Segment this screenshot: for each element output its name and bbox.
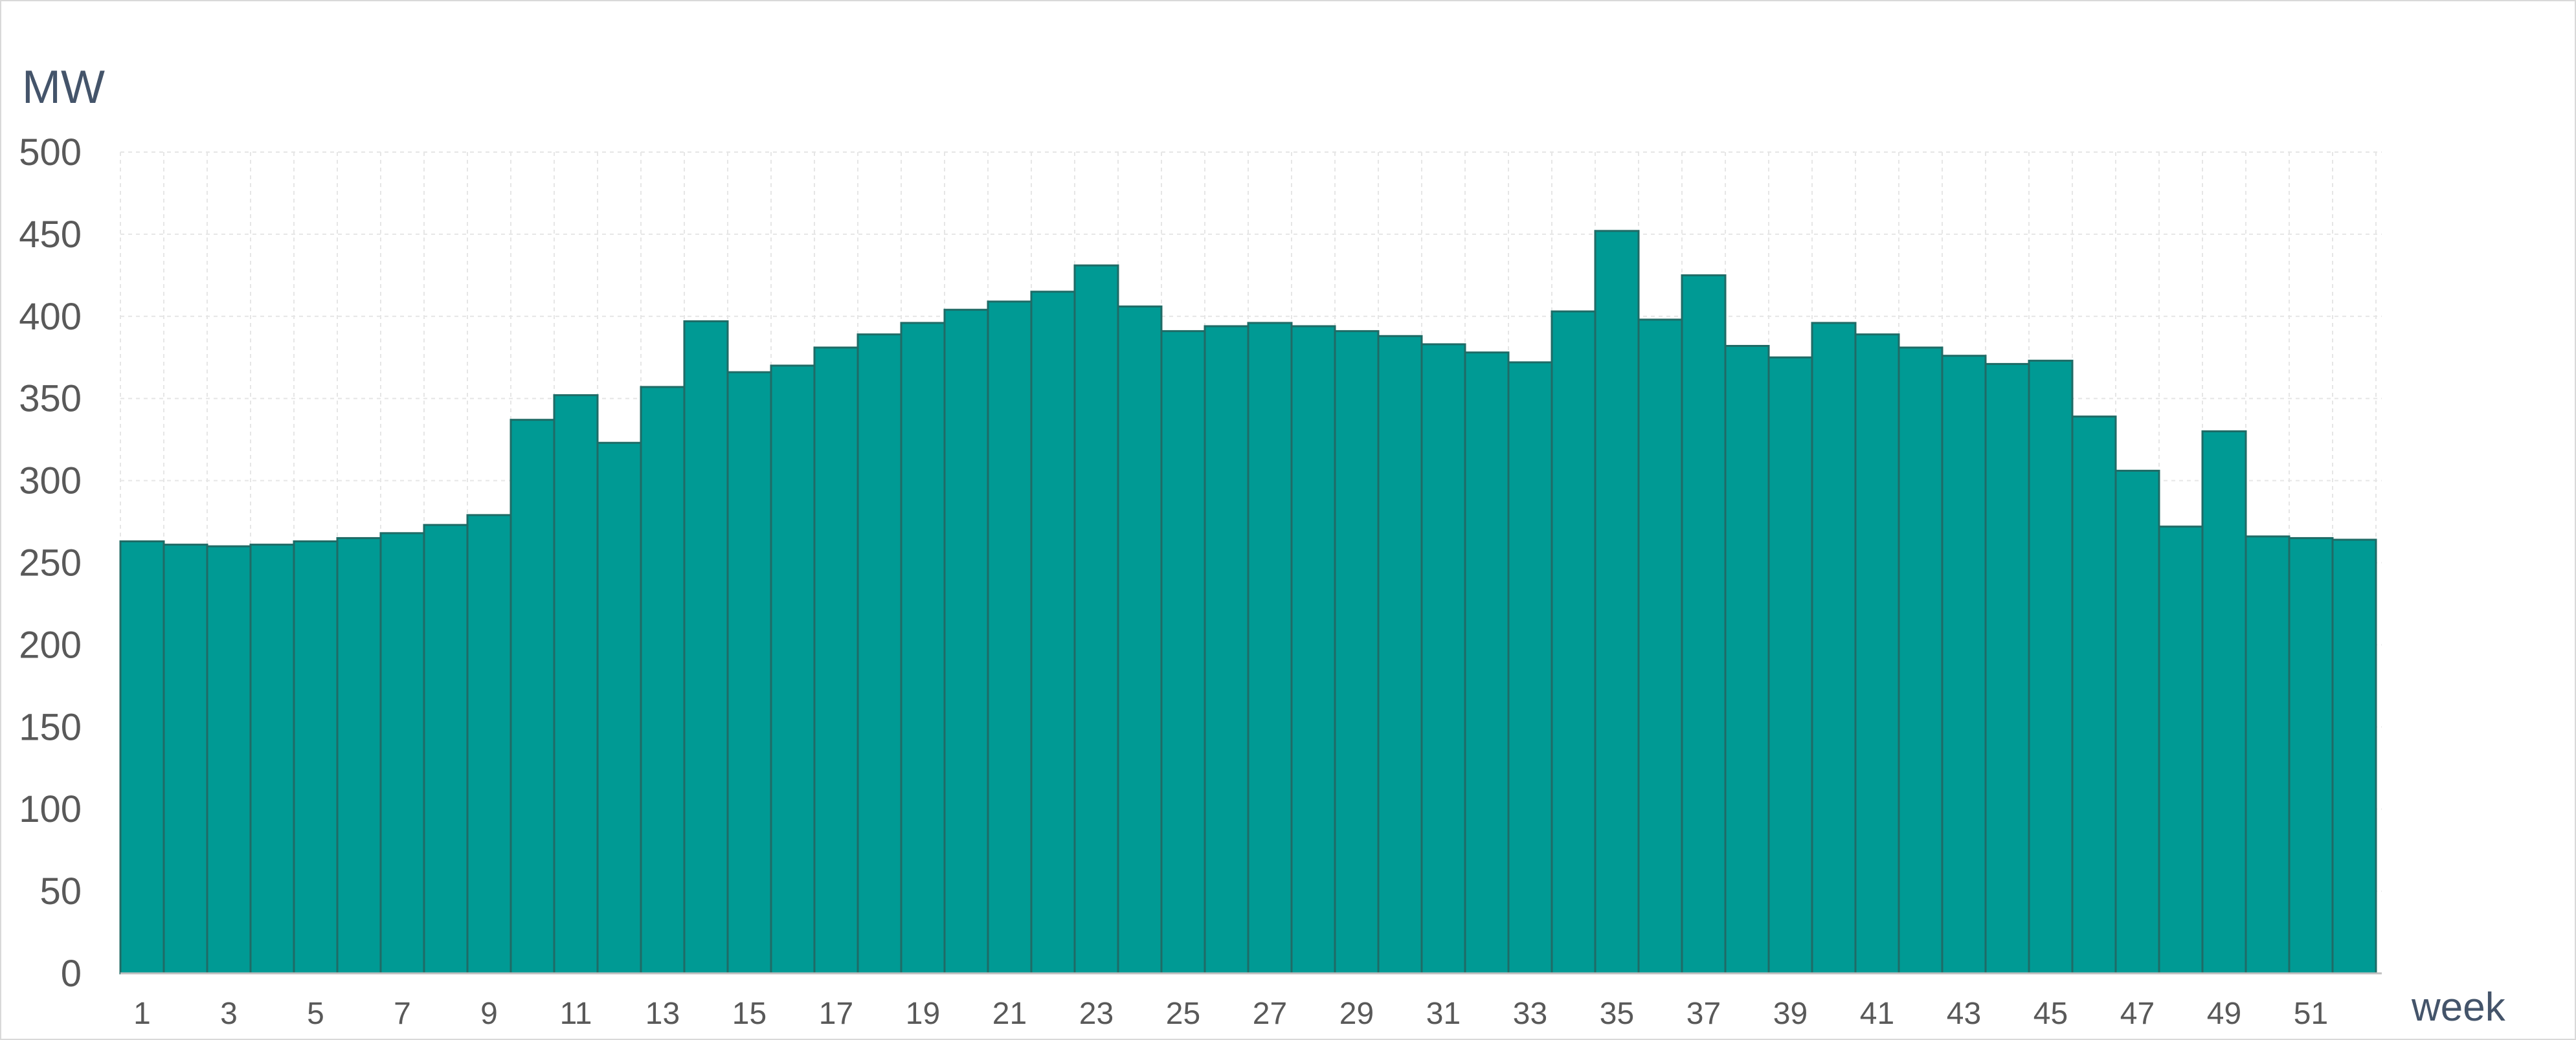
bar-week-34 — [1551, 310, 1596, 975]
y-tick-label: 500 — [19, 131, 82, 173]
x-tick-label: 37 — [1686, 997, 1721, 1031]
x-axis-title: week — [2411, 985, 2506, 1030]
bar-week-52 — [2331, 538, 2377, 975]
bar-week-19 — [900, 322, 946, 975]
x-tick-label: 19 — [906, 997, 940, 1031]
bar-week-16 — [770, 364, 816, 975]
bar-week-45 — [2028, 359, 2074, 975]
bar-week-49 — [2201, 430, 2247, 975]
x-tick-label: 13 — [645, 997, 680, 1031]
y-tick-label: 400 — [19, 296, 82, 338]
bars — [119, 230, 2377, 975]
x-tick-label: 35 — [1600, 997, 1634, 1031]
bar-week-27 — [1247, 322, 1293, 975]
bar-week-11 — [553, 394, 599, 975]
x-tick-label: 27 — [1253, 997, 1287, 1031]
y-tick-label: 0 — [61, 953, 82, 995]
x-tick-label: 25 — [1166, 997, 1200, 1031]
y-tick-label: 250 — [19, 542, 82, 584]
bar-week-51 — [2288, 537, 2334, 975]
bar-week-10 — [510, 419, 555, 975]
y-tick-label: 200 — [19, 624, 82, 666]
x-tick-label: 49 — [2207, 997, 2241, 1031]
bar-week-40 — [1811, 322, 1857, 975]
y-tick-label: 50 — [39, 870, 82, 913]
bar-week-9 — [466, 514, 512, 975]
bar-week-35 — [1594, 230, 1640, 975]
bar-week-18 — [857, 333, 902, 975]
bar-week-12 — [596, 441, 642, 975]
x-tick-label: 9 — [480, 997, 498, 1031]
bar-week-48 — [2158, 526, 2204, 975]
bar-week-30 — [1377, 335, 1423, 975]
bar-week-38 — [1724, 344, 1770, 975]
x-tick-label: 31 — [1426, 997, 1461, 1031]
y-tick-label: 450 — [19, 214, 82, 256]
y-tick-label: 150 — [19, 706, 82, 748]
x-tick-label: 7 — [394, 997, 411, 1031]
bar-week-31 — [1420, 343, 1466, 975]
bar-week-32 — [1464, 351, 1510, 975]
bar-week-39 — [1767, 356, 1813, 975]
bar-week-37 — [1681, 274, 1727, 975]
bar-week-26 — [1204, 325, 1249, 975]
x-tick-label: 5 — [307, 997, 324, 1031]
bar-week-5 — [293, 540, 339, 975]
bar-week-23 — [1073, 264, 1119, 975]
bar-week-47 — [2114, 469, 2160, 975]
y-tick-label: 300 — [19, 460, 82, 502]
bar-week-29 — [1334, 330, 1380, 975]
bar-week-21 — [987, 300, 1033, 975]
bar-week-22 — [1030, 291, 1076, 975]
y-tick-label: 100 — [19, 788, 82, 830]
x-tick-label: 51 — [2294, 997, 2328, 1031]
bar-week-46 — [2071, 415, 2117, 975]
bar-week-13 — [640, 386, 686, 975]
bar-week-14 — [683, 320, 729, 975]
bar-week-17 — [813, 346, 859, 975]
x-tick-label: 43 — [1947, 997, 1981, 1031]
bar-week-6 — [336, 537, 382, 975]
bar-week-4 — [249, 544, 295, 975]
bar-week-20 — [943, 309, 989, 975]
x-tick-label: 39 — [1773, 997, 1808, 1031]
x-tick-label: 1 — [133, 997, 151, 1031]
bar-week-33 — [1507, 361, 1553, 975]
x-tick-label: 29 — [1339, 997, 1374, 1031]
bar-week-36 — [1637, 318, 1683, 975]
x-tick-label: 47 — [2120, 997, 2155, 1031]
bar-week-41 — [1854, 333, 1900, 975]
bar-week-50 — [2245, 535, 2290, 975]
bar-week-1 — [119, 540, 165, 975]
x-tick-label: 11 — [560, 997, 592, 1031]
bar-week-15 — [726, 371, 772, 975]
bar-week-24 — [1117, 305, 1163, 975]
x-tick-label: 45 — [2033, 997, 2068, 1031]
x-tick-label: 41 — [1860, 997, 1894, 1031]
x-tick-label: 3 — [220, 997, 238, 1031]
bar-week-43 — [1941, 355, 1987, 975]
bar-week-28 — [1290, 325, 1336, 975]
x-tick-label: 15 — [732, 997, 767, 1031]
bar-week-25 — [1160, 330, 1206, 975]
y-axis-title: MW — [22, 61, 105, 113]
y-tick-label: 350 — [19, 378, 82, 420]
bar-week-8 — [423, 524, 469, 975]
y-axis-ticks: 0 50 100 150 200 250 300 350 400 450 500 — [19, 131, 82, 995]
bar-week-44 — [1984, 362, 2030, 975]
x-tick-label: 21 — [992, 997, 1027, 1031]
x-tick-label: 33 — [1513, 997, 1547, 1031]
x-tick-label: 23 — [1079, 997, 1114, 1031]
bar-week-7 — [379, 532, 425, 975]
bar-week-42 — [1898, 346, 1943, 975]
x-tick-label: 17 — [819, 997, 853, 1031]
x-axis-ticks: 1 3 5 7 9 11 13 15 17 19 21 23 25 27 29 31 33 35 37 39 41 43 4… — [133, 997, 2328, 1031]
bar-week-2 — [162, 544, 208, 975]
bar-week-3 — [206, 545, 252, 975]
